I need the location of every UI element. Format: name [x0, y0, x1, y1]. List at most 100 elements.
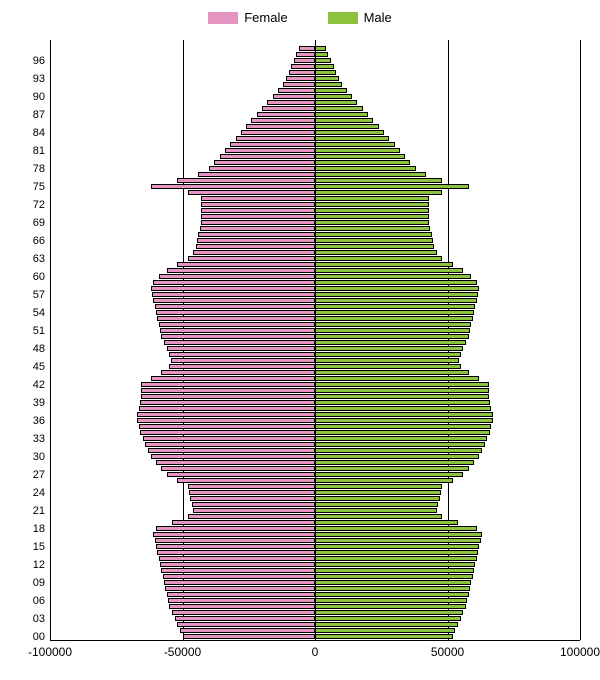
y-axis-label: 21 [5, 505, 45, 517]
bar-female [230, 142, 315, 147]
bar-male [315, 160, 410, 165]
population-pyramid-chart: Female Male 9693908784817875726966636057… [0, 0, 600, 680]
bar-male [315, 154, 405, 159]
bar-male [315, 394, 489, 399]
bar-male [315, 136, 389, 141]
bar-male [315, 562, 475, 567]
legend-label-female: Female [244, 10, 287, 25]
bar-female [257, 112, 315, 117]
y-axis-label: 57 [5, 289, 45, 301]
bar-female [171, 358, 315, 363]
bar-male [315, 316, 473, 321]
y-axis-label: 63 [5, 253, 45, 265]
bar-male [315, 226, 430, 231]
y-axis-label: 54 [5, 307, 45, 319]
bar-male [315, 178, 442, 183]
y-axis-label: 69 [5, 217, 45, 229]
bar-male [315, 244, 434, 249]
bar-male [315, 616, 461, 621]
bar-male [315, 604, 466, 609]
bar-male [315, 532, 482, 537]
y-axis-label: 12 [5, 559, 45, 571]
y-axis-label: 42 [5, 379, 45, 391]
bar-female [156, 460, 315, 465]
bar-male [315, 52, 328, 57]
legend-label-male: Male [364, 10, 392, 25]
bar-female [148, 448, 315, 453]
bar-female [141, 388, 315, 393]
bar-male [315, 580, 471, 585]
bar-female [161, 568, 315, 573]
bar-female [201, 208, 315, 213]
y-axis-label: 33 [5, 433, 45, 445]
bar-female [291, 64, 315, 69]
y-axis-label: 96 [5, 55, 45, 67]
bar-male [315, 334, 469, 339]
plot-area [50, 40, 580, 641]
bar-female [286, 76, 315, 81]
bar-female [161, 370, 315, 375]
bar-female [189, 490, 315, 495]
legend-swatch-female [208, 12, 238, 24]
bar-female [151, 286, 315, 291]
bar-female [151, 184, 315, 189]
bar-male [315, 466, 469, 471]
bar-male [315, 496, 440, 501]
bar-female [160, 328, 315, 333]
bar-male [315, 112, 368, 117]
bar-female [172, 610, 315, 615]
bar-female [201, 220, 315, 225]
bar-male [315, 238, 433, 243]
bar-male [315, 220, 429, 225]
y-axis-label: 66 [5, 235, 45, 247]
bar-male [315, 256, 442, 261]
bar-female [156, 310, 315, 315]
y-axis-label: 90 [5, 91, 45, 103]
bar-female [169, 352, 315, 357]
bar-female [153, 298, 315, 303]
y-axis-label: 00 [5, 631, 45, 643]
bar-male [315, 268, 463, 273]
bar-male [315, 478, 453, 483]
bar-female [140, 430, 315, 435]
bar-female [157, 550, 315, 555]
bar-male [315, 622, 458, 627]
bar-male [315, 628, 455, 633]
bar-female [201, 196, 315, 201]
bar-male [315, 310, 474, 315]
bar-female [188, 484, 315, 489]
bar-male [315, 358, 459, 363]
bar-female [201, 202, 315, 207]
bar-male [315, 460, 474, 465]
bar-female [151, 376, 315, 381]
bar-female [145, 442, 315, 447]
grid-line [50, 40, 51, 640]
bar-female [137, 412, 315, 417]
bar-male [315, 406, 491, 411]
bar-male [315, 124, 379, 129]
bar-female [164, 340, 315, 345]
bar-male [315, 610, 463, 615]
bar-male [315, 484, 442, 489]
legend-item-male: Male [328, 10, 392, 25]
y-axis-label: 45 [5, 361, 45, 373]
bar-male [315, 208, 429, 213]
bar-female [137, 418, 315, 423]
bar-male [315, 514, 442, 519]
bar-male [315, 376, 479, 381]
y-axis-label: 93 [5, 73, 45, 85]
bar-male [315, 214, 429, 219]
y-axis-label: 78 [5, 163, 45, 175]
bar-female [153, 532, 315, 537]
bar-male [315, 304, 475, 309]
bar-male [315, 274, 471, 279]
bar-male [315, 382, 489, 387]
y-axis-label: 48 [5, 343, 45, 355]
y-axis-label: 72 [5, 199, 45, 211]
bar-female [209, 166, 315, 171]
bar-male [315, 322, 471, 327]
bar-male [315, 130, 384, 135]
bar-female [214, 160, 315, 165]
bar-female [196, 244, 315, 249]
bar-male [315, 574, 473, 579]
